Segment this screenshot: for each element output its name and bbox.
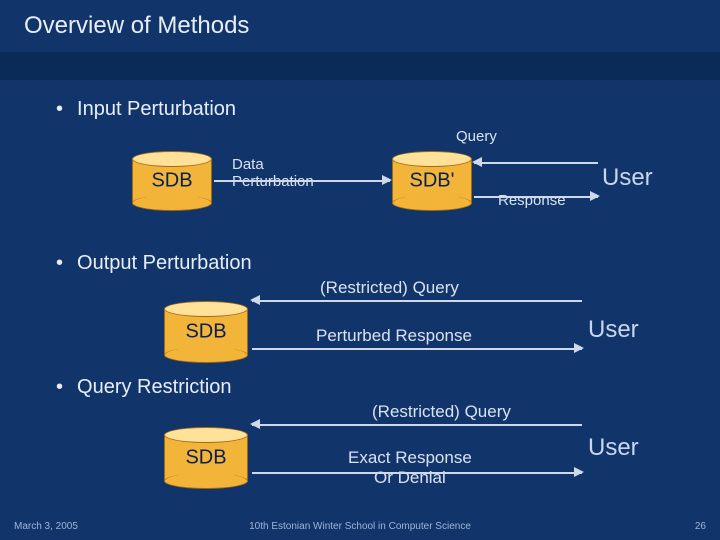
- bullet-text: Output Perturbation: [77, 252, 252, 275]
- arrow: [252, 472, 582, 474]
- arrowhead-icon: [590, 191, 600, 201]
- arrowhead-icon: [382, 175, 392, 185]
- footer-pagenum: 26: [695, 521, 706, 532]
- footer-date: March 3, 2005: [14, 521, 78, 532]
- cylinder-sdb: SDB: [164, 308, 248, 356]
- arrow: [252, 348, 582, 350]
- label-user: User: [588, 434, 639, 462]
- label-response: Response: [498, 192, 566, 209]
- cylinder-sdb: SDB: [164, 434, 248, 482]
- label-data-perturbation: Data Perturbation: [232, 156, 314, 190]
- label-restricted-query: (Restricted) Query: [320, 278, 459, 298]
- bullet-text: Input Perturbation: [77, 98, 236, 121]
- bullet-dot-icon: •: [56, 253, 63, 273]
- label-exact-response: Exact Response Or Denial: [348, 448, 472, 488]
- arrow: [474, 196, 598, 198]
- arrow: [252, 424, 582, 426]
- content-area: • Input Perturbation • Output Perturbati…: [0, 80, 720, 540]
- label-perturbed-response: Perturbed Response: [316, 326, 472, 346]
- title-bar: Overview of Methods: [0, 0, 720, 50]
- arrowhead-icon: [472, 157, 482, 167]
- label-query: Query: [456, 128, 497, 145]
- arrow: [214, 180, 390, 182]
- arrow: [474, 162, 598, 164]
- cylinder-sdb-prime: SDB': [392, 158, 472, 204]
- arrow: [252, 300, 582, 302]
- bullet-output-perturbation: • Output Perturbation: [56, 252, 252, 275]
- arrowhead-icon: [574, 343, 584, 353]
- arrowhead-icon: [250, 419, 260, 429]
- cylinder-sdb: SDB: [132, 158, 212, 204]
- footer-venue: 10th Estonian Winter School in Computer …: [249, 521, 471, 532]
- bullet-dot-icon: •: [56, 99, 63, 119]
- label-user: User: [588, 316, 639, 344]
- bullet-query-restriction: • Query Restriction: [56, 376, 232, 399]
- label-user: User: [602, 164, 653, 192]
- bullet-dot-icon: •: [56, 377, 63, 397]
- bullet-text: Query Restriction: [77, 376, 232, 399]
- arrowhead-icon: [574, 467, 584, 477]
- title-band: [0, 52, 720, 80]
- label-restricted-query: (Restricted) Query: [372, 402, 511, 422]
- slide-title: Overview of Methods: [24, 12, 696, 40]
- bullet-input-perturbation: • Input Perturbation: [56, 98, 236, 121]
- arrowhead-icon: [250, 295, 260, 305]
